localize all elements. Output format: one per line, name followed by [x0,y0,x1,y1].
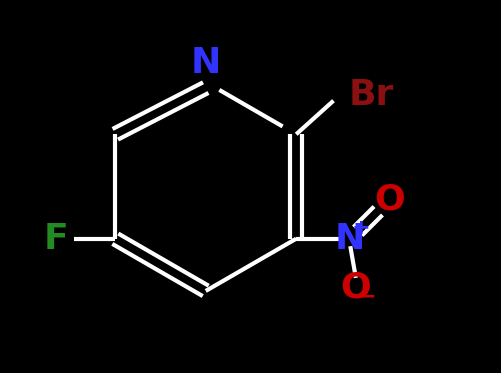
Text: O: O [341,270,371,304]
Text: F: F [44,222,69,256]
Text: Br: Br [348,78,394,112]
Text: −: − [358,286,376,307]
Text: N: N [335,222,365,256]
Text: +: + [351,217,370,238]
Text: N: N [190,46,221,80]
Text: O: O [374,182,405,217]
